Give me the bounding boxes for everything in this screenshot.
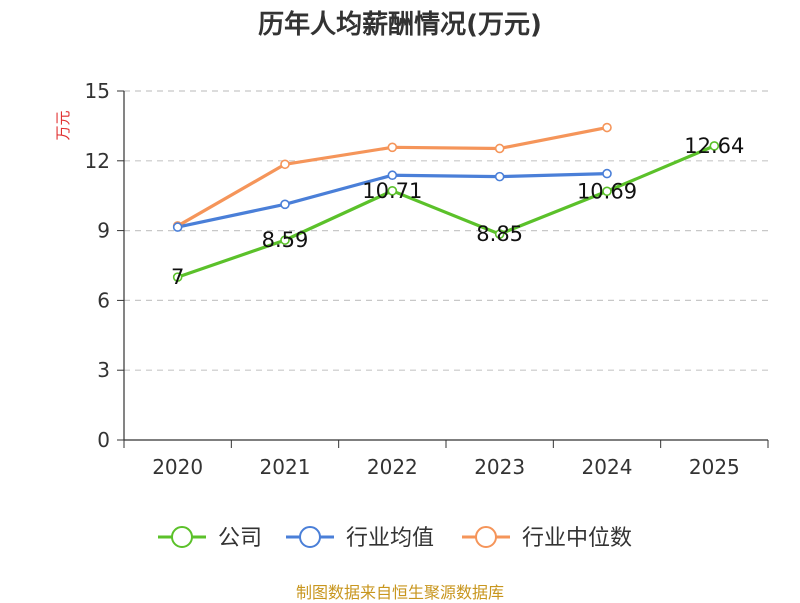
x-tick-label: 2021 bbox=[260, 455, 311, 479]
data-label: 7 bbox=[171, 265, 184, 289]
y-tick-label: 6 bbox=[97, 288, 110, 312]
legend-marker-icon bbox=[171, 526, 193, 548]
legend-item: 行业中位数 bbox=[462, 526, 632, 551]
data-point bbox=[280, 235, 290, 245]
data-point bbox=[387, 170, 398, 181]
x-tick-label: 2022 bbox=[367, 455, 418, 479]
legend-marker-icon bbox=[299, 526, 321, 548]
data-point bbox=[494, 143, 505, 154]
y-tick-label: 12 bbox=[85, 149, 110, 173]
series-line-0 bbox=[176, 144, 716, 279]
data-labels: 7 8.59 10.71 8.85 10.69 12.64 bbox=[171, 134, 744, 289]
legend-label: 行业均值 bbox=[346, 526, 434, 551]
data-point bbox=[387, 186, 398, 196]
legend-item: 行业均值 bbox=[286, 526, 434, 551]
data-point bbox=[494, 171, 505, 182]
y-axis-label: 万元 bbox=[54, 110, 72, 140]
legend-item: 公司 bbox=[158, 526, 262, 551]
y-tick-label: 3 bbox=[97, 358, 110, 382]
data-label: 12.64 bbox=[684, 134, 744, 158]
legend-label: 公司 bbox=[218, 526, 262, 551]
legend: 公司 行业均值 行业中位数 bbox=[158, 526, 632, 551]
data-point bbox=[494, 229, 505, 239]
data-label: 8.85 bbox=[476, 222, 523, 246]
data-point bbox=[602, 122, 612, 133]
data-point bbox=[172, 222, 183, 232]
y-tick-label: 9 bbox=[97, 219, 110, 243]
series-points bbox=[172, 122, 720, 282]
data-point bbox=[280, 199, 290, 210]
y-tick-label: 0 bbox=[97, 428, 110, 452]
legend-marker-icon bbox=[475, 526, 497, 548]
y-tick-label: 15 bbox=[85, 79, 110, 103]
data-point bbox=[172, 272, 183, 282]
gridlines bbox=[124, 90, 768, 371]
axes: 0 3 6 9 12 15 2020 2021 2022 2023 2024 2025 万元 bbox=[54, 79, 769, 479]
data-point bbox=[602, 186, 612, 197]
footer-source: 制图数据来自恒生聚源数据库 bbox=[295, 583, 504, 602]
data-label: 10.69 bbox=[577, 179, 637, 203]
data-label: 8.59 bbox=[262, 228, 309, 252]
chart-title: 历年人均薪酬情况(万元) bbox=[258, 10, 542, 40]
x-tick-label: 2024 bbox=[582, 455, 633, 479]
data-point bbox=[602, 168, 612, 179]
data-label: 10.71 bbox=[362, 179, 422, 203]
x-tick-label: 2025 bbox=[689, 455, 740, 479]
x-tick-label: 2020 bbox=[152, 455, 203, 479]
data-point bbox=[280, 159, 290, 170]
data-point bbox=[709, 141, 720, 151]
data-point bbox=[387, 142, 398, 153]
legend-label: 行业中位数 bbox=[522, 526, 632, 551]
x-tick-label: 2023 bbox=[474, 455, 525, 479]
